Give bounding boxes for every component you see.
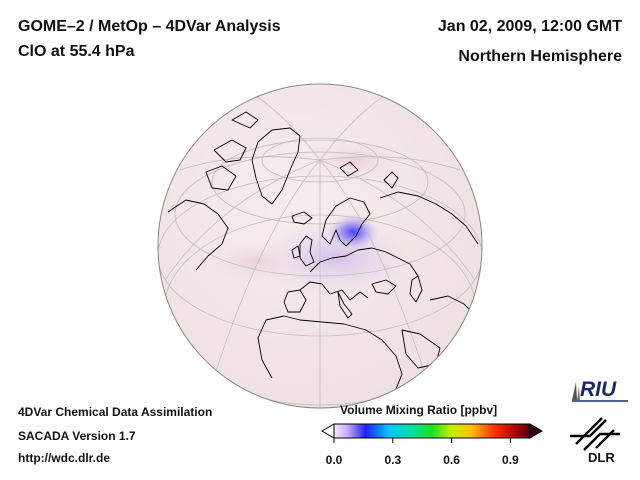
colorbar-title: Volume Mixing Ratio [ppbv] [340, 403, 498, 417]
riu-logo-text: RIU [580, 378, 617, 401]
footer-version: SACADA Version 1.7 [18, 429, 136, 443]
dlr-logo-icon [570, 417, 620, 451]
colorbar-tick-label: 0.3 [384, 453, 402, 467]
colorbar-tick-label: 0.0 [325, 453, 343, 467]
colorbar-tick-label: 0.6 [443, 453, 460, 467]
colorbar-min-arrow [321, 423, 335, 439]
map-title: GOME–2 / MetOp – 4DVar Analysis [18, 18, 281, 35]
riu-logo: RIU [572, 378, 628, 402]
map-date: Jan 02, 2009, 12:00 GMT [437, 18, 622, 35]
footer-assimilation: 4DVar Chemical Data Assimilation [18, 405, 213, 419]
footer-url[interactable]: http://wdc.dlr.de [18, 451, 110, 465]
map-subtitle: ClO at 55.4 hPa [18, 43, 135, 60]
colorbar-gradient [334, 424, 530, 438]
colorbar-tick-marks [333, 438, 511, 443]
colorbar-frame [333, 423, 531, 439]
dlr-logo-text: DLR [588, 450, 615, 465]
colorbar-tick-label: 0.9 [502, 453, 519, 467]
colorbar-max-arrow [529, 423, 543, 439]
globe-outline [157, 83, 483, 409]
clo-field-arctic [307, 140, 403, 180]
map-region: Northern Hemisphere [458, 48, 622, 65]
clo-field-atlantic [205, 240, 305, 284]
coastlines [167, 111, 479, 405]
